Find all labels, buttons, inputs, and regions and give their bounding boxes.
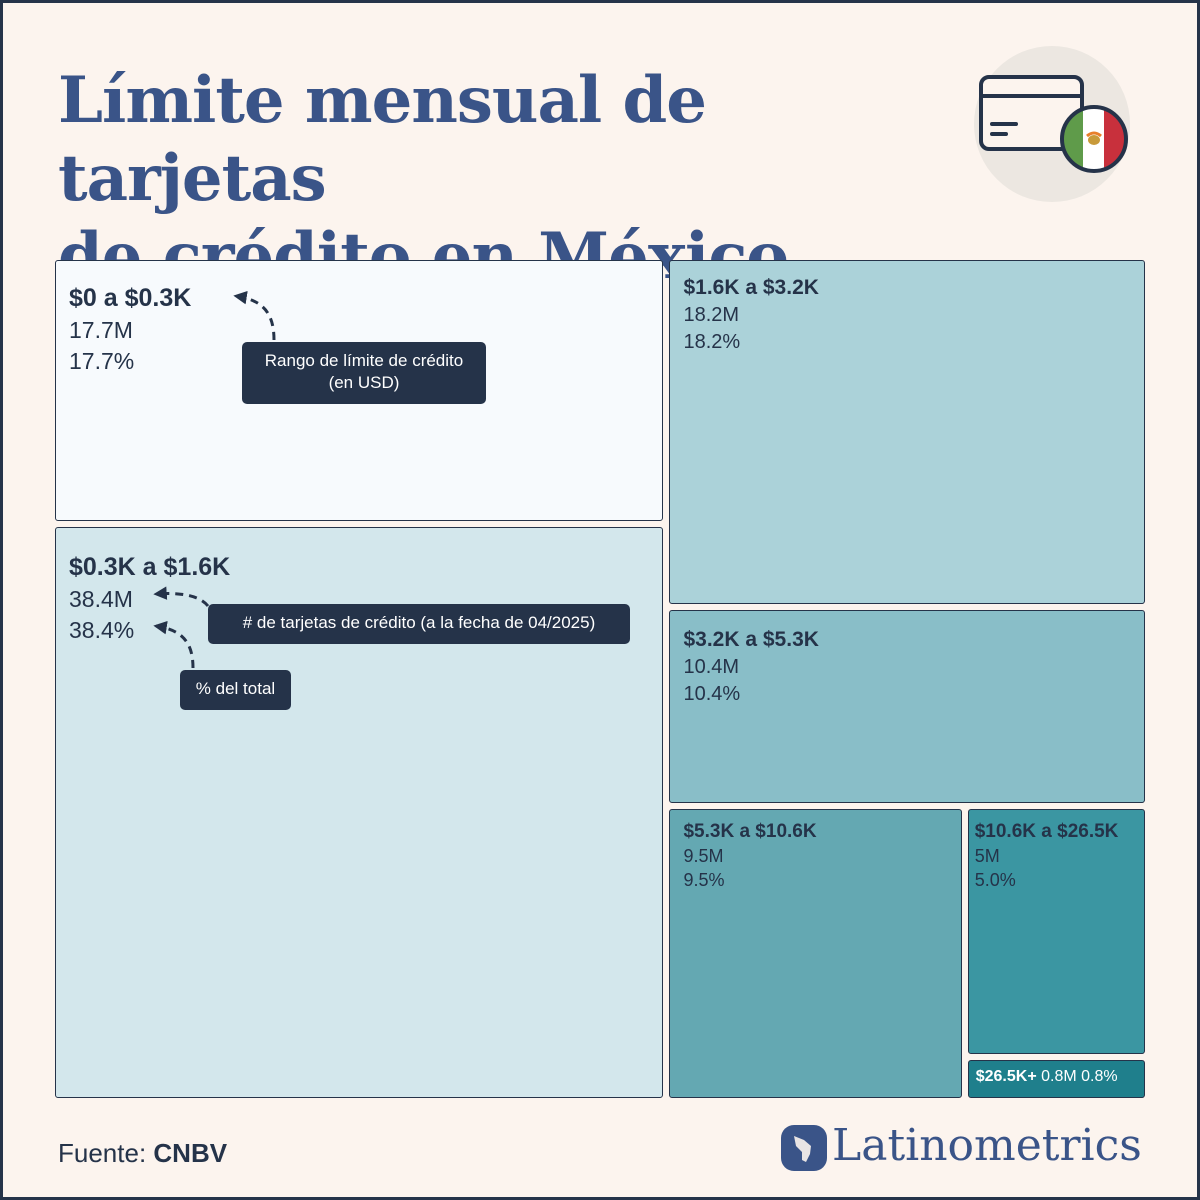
latinometrics-logo-icon <box>781 1125 827 1171</box>
tile-3-2k-to-5-3k <box>669 610 1145 803</box>
tile-range-label: $1.6K a $3.2K <box>683 276 819 299</box>
tile-share-label: 38.4% <box>69 617 135 644</box>
tile-label: $26.5K+ 0.8M 0.8% <box>976 1068 1118 1086</box>
tile-label: $1.6K a $3.2K 18.2M 18.2% <box>683 274 818 356</box>
tile-label: $10.6K a $26.5K 5M 5.0% <box>975 819 1119 892</box>
tile-label: $0.3K a $1.6K 38.4M 38.4% <box>69 551 230 646</box>
tile-range-label: $0.3K a $1.6K <box>69 553 231 582</box>
mexico-flag-icon <box>1060 105 1128 173</box>
tile-label: $0 a $0.3K 17.7M 17.7% <box>69 282 191 377</box>
tile-count-label: 38.4M <box>69 586 133 613</box>
tile-count-label: 10.4M <box>683 656 740 679</box>
source-note: Fuente: CNBV <box>58 1138 227 1169</box>
range-callout: Rango de límite de crédito (en USD) <box>242 342 486 404</box>
tile-share-label: 17.7% <box>69 348 135 374</box>
brand-name: Latinometrics <box>832 1120 1142 1171</box>
title-line-1: Límite mensual de tarjetas <box>58 63 707 216</box>
tile-range-label: $26.5K+ <box>975 1068 1037 1085</box>
tile-5-3k-to-10-6k <box>669 808 962 1098</box>
tile-count-label: 5M <box>974 845 1000 866</box>
tile-share-label: 18.2% <box>683 331 741 353</box>
tile-count-label: 17.7M <box>69 317 133 343</box>
tile-label: $3.2K a $5.3K 10.4M 10.4% <box>683 626 818 708</box>
tile-count-share-label: 0.8M 0.8% <box>1036 1068 1118 1085</box>
range-callout-line-2: (en USD) <box>328 373 400 392</box>
credit-card-icon <box>979 75 1084 151</box>
tile-10-6k-to-26-5k <box>967 808 1145 1054</box>
share-callout: % del total <box>180 670 291 710</box>
source-label: Fuente: <box>58 1138 147 1168</box>
tile-label: $5.3K a $10.6K 9.5M 9.5% <box>683 819 816 892</box>
tile-1-6k-to-3-2k <box>669 260 1145 605</box>
tile-range-label: $5.3K a $10.6K <box>683 820 817 842</box>
range-callout-line-1: Rango de límite de crédito <box>264 351 464 370</box>
tile-count-label: 9.5M <box>683 845 724 866</box>
tile-share-label: 10.4% <box>683 683 741 706</box>
tile-share-label: 9.5% <box>683 869 725 890</box>
tile-share-label: 5.0% <box>974 869 1016 890</box>
tile-range-label: $3.2K a $5.3K <box>683 628 819 652</box>
tile-26-5k-plus <box>967 1060 1145 1098</box>
tile-count-label: 18.2M <box>683 304 740 326</box>
tile-range-label: $0 a $0.3K <box>69 284 192 312</box>
tile-range-label: $10.6K a $26.5K <box>974 820 1119 842</box>
count-callout: # de tarjetas de crédito (a la fecha de … <box>208 604 630 644</box>
source-value: CNBV <box>153 1138 228 1168</box>
credit-card-badge <box>974 46 1130 202</box>
